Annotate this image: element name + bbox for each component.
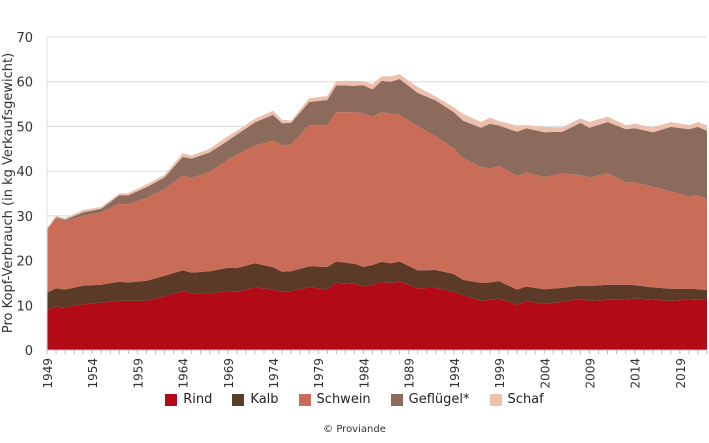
legend-swatch: [390, 393, 403, 406]
x-tick-label: 1994: [448, 358, 462, 389]
legend-label: Rind: [183, 392, 213, 407]
x-tick-label: 1974: [267, 358, 281, 389]
area-rind: [47, 281, 707, 350]
legend-swatch: [165, 393, 178, 406]
x-tick-label: 1989: [403, 358, 417, 389]
x-tick-label: 1984: [357, 358, 371, 389]
y-tick-label: 70: [16, 31, 33, 46]
x-axis: 1949 1954 1959 1964 1969 1974 1979 1984 1989 1994…: [41, 349, 708, 389]
x-tick-label: 1999: [493, 358, 507, 389]
x-tick-label: 2004: [538, 358, 552, 389]
area-geflgel: [47, 79, 707, 230]
y-axis-label: Pro Kopf-Verbrauch (in kg Verkaufsgewich…: [1, 53, 16, 333]
y-tick-label: 60: [16, 76, 33, 91]
legend-item: Geflügel*: [390, 392, 470, 407]
x-tick-label: 1954: [86, 358, 100, 389]
legend-label: Geflügel*: [408, 392, 470, 407]
x-tick-label: 2009: [583, 358, 597, 389]
x-tick-label: 2014: [629, 358, 643, 389]
x-tick-label: 1949: [41, 358, 55, 389]
y-axis: 0 10 20 30 40 50 60 70: [16, 31, 48, 359]
legend-item: Schaf: [489, 392, 544, 407]
y-tick-label: 10: [16, 299, 33, 314]
y-tick-label: 20: [16, 255, 33, 270]
y-tick-label: 0: [25, 344, 33, 359]
legend-label: Schwein: [316, 392, 371, 407]
legend-swatch: [298, 393, 311, 406]
legend-item: Schwein: [298, 392, 371, 407]
legend-swatch: [232, 393, 245, 406]
x-tick-label: 1964: [177, 358, 191, 389]
x-tick-label: 1969: [222, 358, 236, 389]
y-tick-label: 30: [16, 210, 33, 225]
area-kalb: [47, 261, 707, 310]
legend-swatch: [489, 393, 502, 406]
legend: Rind Kalb Schwein Geflügel* Schaf: [0, 392, 709, 407]
y-tick-label: 50: [16, 120, 33, 135]
areas: [47, 74, 707, 350]
legend-label: Schaf: [507, 392, 544, 407]
x-tick-label: 1959: [131, 358, 145, 389]
legend-item: Rind: [165, 392, 212, 407]
copyright: © Proviande: [323, 424, 386, 435]
y-tick-label: 40: [16, 165, 33, 180]
legend-item: Kalb: [232, 392, 279, 407]
legend-label: Kalb: [250, 392, 279, 407]
x-tick-label: 2019: [674, 358, 688, 389]
x-tick-label: 1979: [312, 358, 326, 389]
area-schwein: [47, 112, 707, 293]
